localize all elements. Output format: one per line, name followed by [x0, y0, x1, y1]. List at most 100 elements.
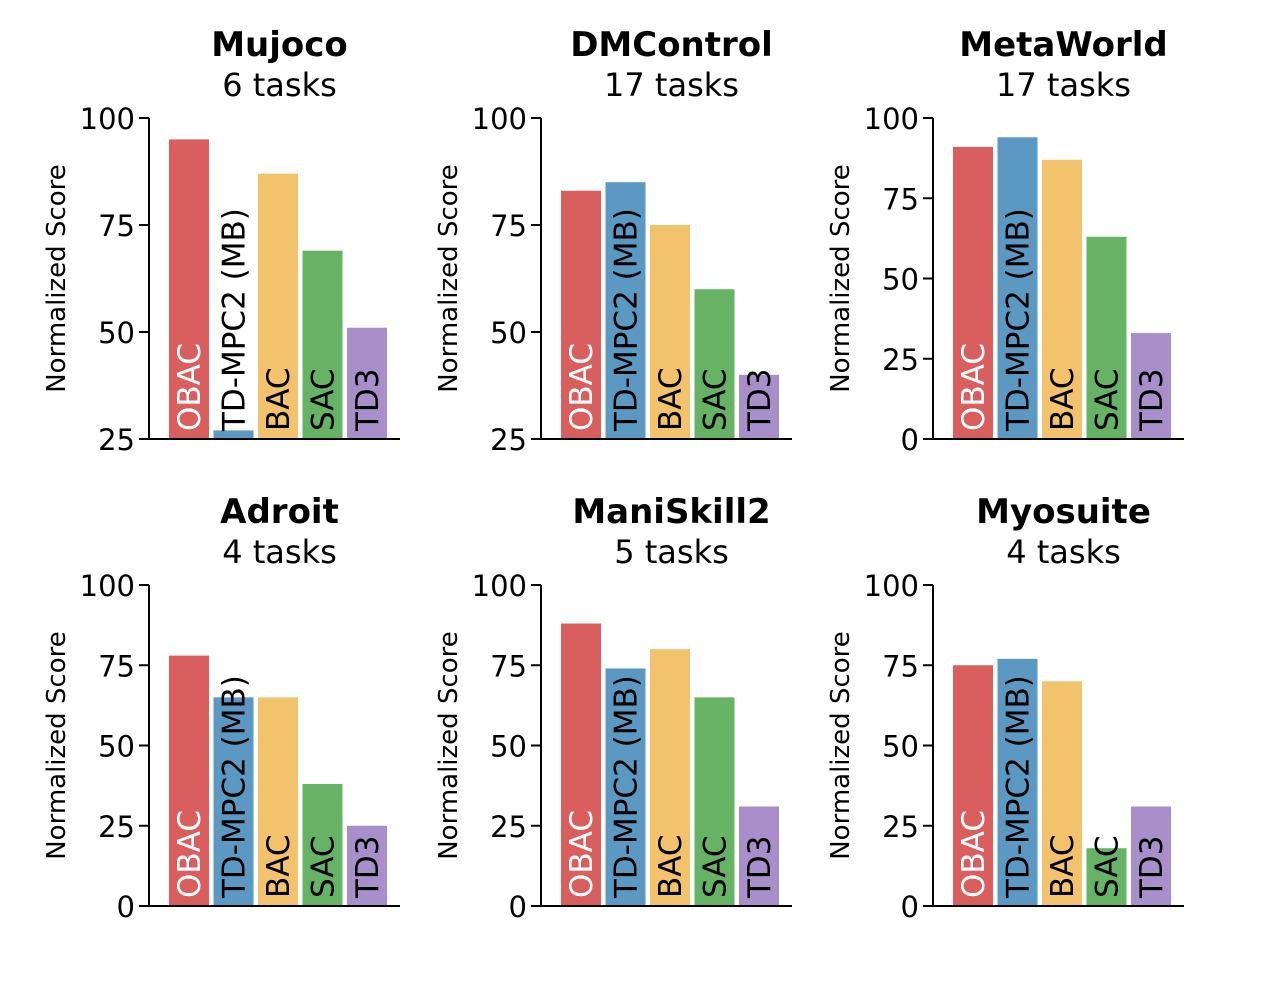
y-tick-label: 75 [98, 649, 135, 683]
y-axis-label: Normalized Score [42, 631, 72, 860]
y-tick-label: 50 [490, 730, 527, 764]
y-tick-label: 50 [490, 316, 527, 350]
bar [302, 784, 343, 906]
y-tick-label: 100 [80, 102, 135, 136]
bar [1042, 159, 1082, 440]
bar-label: OBAC [564, 810, 600, 898]
y-tick-label: 100 [80, 569, 135, 603]
bar [739, 374, 779, 439]
bar-label: TD-MPC2 (MB) [1001, 675, 1037, 899]
y-tick-label: 50 [882, 730, 919, 764]
y-axis-label: Normalized Score [42, 164, 72, 393]
bar-label: TD-MPC2 (MB) [609, 675, 645, 899]
bar [347, 327, 387, 439]
y-axis-label: Normalized Score [434, 631, 464, 860]
chart-title: ManiSkill2 [572, 492, 770, 532]
bar [1042, 681, 1082, 906]
y-tick-label: 75 [882, 649, 919, 683]
y-tick-label: 0 [901, 423, 919, 457]
bar [605, 182, 646, 439]
bar [953, 146, 993, 439]
bar-label: BAC [261, 367, 297, 431]
chart-subtitle: 17 tasks [996, 66, 1131, 104]
bar [258, 173, 298, 439]
chart-subtitle: 4 tasks [1006, 533, 1121, 571]
bar-label: TD-MPC2 (MB) [217, 208, 253, 432]
bar [213, 697, 254, 906]
y-tick-label: 25 [490, 810, 527, 844]
bar-label: OBAC [956, 343, 992, 431]
y-tick-label: 0 [509, 890, 527, 924]
y-tick-label: 0 [117, 890, 135, 924]
bar-label: SAC [698, 368, 734, 431]
bar-label: TD3 [742, 835, 778, 899]
bar [1131, 333, 1171, 439]
bar-label: TD3 [1134, 835, 1170, 899]
bar-label: BAC [261, 834, 297, 898]
chart-title: DMControl [570, 25, 773, 65]
bar [347, 825, 387, 906]
bar [605, 668, 646, 906]
y-tick-label: 50 [882, 263, 919, 297]
y-tick-label: 75 [882, 182, 919, 216]
bar [258, 697, 298, 906]
y-tick-label: 100 [472, 569, 527, 603]
bar-label: SAC [1090, 835, 1126, 898]
bar [1086, 236, 1127, 439]
y-axis-label: Normalized Score [434, 164, 464, 393]
bar-label: TD3 [350, 368, 386, 432]
bar-label: TD-MPC2 (MB) [217, 675, 253, 899]
y-tick-label: 75 [490, 209, 527, 243]
chart-title: Myosuite [976, 492, 1151, 532]
bar-label: TD-MPC2 (MB) [609, 208, 645, 432]
bar [561, 190, 601, 439]
y-axis-label: Normalized Score [826, 631, 856, 860]
bar [169, 139, 209, 439]
bar [694, 289, 735, 439]
bar [561, 623, 601, 906]
bar [953, 665, 993, 906]
bar-label: TD3 [742, 368, 778, 432]
bar [650, 649, 690, 906]
bar-label: SAC [306, 368, 342, 431]
y-tick-label: 100 [864, 102, 919, 136]
bar-label: BAC [1045, 834, 1081, 898]
bar-label: SAC [306, 835, 342, 898]
bar-label: OBAC [172, 343, 208, 431]
bar [997, 137, 1038, 439]
bar-label: BAC [653, 834, 689, 898]
bar [1131, 806, 1171, 906]
bar-label: BAC [1045, 367, 1081, 431]
y-tick-label: 50 [98, 730, 135, 764]
bar-label: SAC [1090, 368, 1126, 431]
bar [1086, 848, 1127, 906]
bar-label: TD3 [350, 835, 386, 899]
bar-label: SAC [698, 835, 734, 898]
y-tick-label: 100 [864, 569, 919, 603]
y-tick-label: 25 [98, 423, 135, 457]
bar [694, 697, 735, 906]
y-tick-label: 75 [490, 649, 527, 683]
y-tick-label: 25 [98, 810, 135, 844]
y-tick-label: 50 [98, 316, 135, 350]
bar [650, 225, 690, 439]
bar-label: OBAC [956, 810, 992, 898]
chart-title: Adroit [220, 492, 339, 532]
y-tick-label: 25 [882, 343, 919, 377]
bar [213, 430, 254, 439]
y-axis-label: Normalized Score [826, 164, 856, 393]
bar [169, 655, 209, 906]
bar [302, 250, 343, 439]
chart-subtitle: 5 tasks [614, 533, 729, 571]
bar [739, 806, 779, 906]
y-tick-label: 25 [882, 810, 919, 844]
bar-label: TD-MPC2 (MB) [1001, 208, 1037, 432]
y-tick-label: 25 [490, 423, 527, 457]
chart-title: Mujoco [211, 25, 348, 65]
y-tick-label: 75 [98, 209, 135, 243]
